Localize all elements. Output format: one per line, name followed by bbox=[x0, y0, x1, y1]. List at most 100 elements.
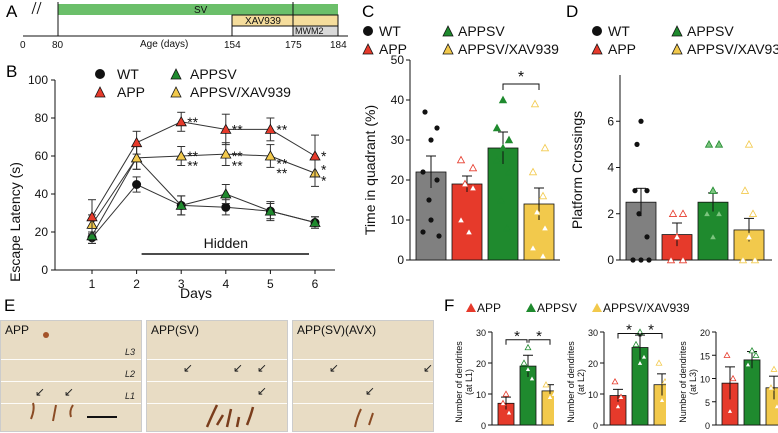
timeline-tick: 175 bbox=[285, 40, 302, 50]
dendrites-l1-chart: Number of dendrites (at L1) 0 10 20 30 * * bbox=[454, 328, 554, 431]
data-point bbox=[498, 95, 508, 104]
significance-mark: ** bbox=[232, 148, 243, 164]
data-point bbox=[504, 167, 514, 176]
legend-label-appsv: APPSV bbox=[190, 66, 237, 82]
x-tick-label: 1 bbox=[89, 277, 96, 291]
legend-marker-appsv bbox=[671, 25, 683, 37]
y-tick-label: 20 bbox=[391, 173, 405, 187]
data-point bbox=[708, 186, 718, 194]
arrow-icon: ↙ bbox=[183, 361, 194, 375]
data-point bbox=[729, 374, 737, 382]
data-point bbox=[505, 408, 513, 416]
data-point bbox=[86, 210, 98, 222]
x-axis-label-b: Days bbox=[180, 285, 212, 300]
data-point bbox=[773, 402, 778, 410]
significance-mark: * bbox=[648, 322, 654, 339]
hidden-phase-label: Hidden bbox=[204, 235, 248, 251]
escape-latency-chart: WT APP APPSV APPSV/XAV939 Escape Latency… bbox=[7, 66, 335, 300]
data-point bbox=[492, 155, 502, 164]
data-point bbox=[502, 223, 512, 232]
significance-mark: * bbox=[626, 322, 632, 339]
data-point bbox=[704, 140, 714, 148]
legend-d: WT APPSV APP APPSV/XAV939 bbox=[591, 23, 778, 57]
data-point bbox=[309, 150, 321, 161]
data-point bbox=[542, 381, 550, 388]
significance-mark: * bbox=[518, 69, 524, 86]
significance-mark: * bbox=[514, 328, 520, 345]
y-axis-label: Number of dendrites bbox=[566, 341, 576, 423]
mwm-label: MWM2 bbox=[295, 26, 324, 36]
data-point bbox=[175, 199, 187, 210]
xav-label: XAV939 bbox=[245, 16, 281, 27]
y-tick-label: 0 bbox=[705, 421, 710, 431]
data-point bbox=[636, 211, 642, 217]
legend-label-wt: WT bbox=[117, 66, 139, 82]
significance-bracket bbox=[528, 339, 551, 345]
legend-label-app: APP bbox=[117, 84, 145, 100]
dendrites-l2-chart: Number of dendrites (at L2) 0 10 20 30 * * bbox=[566, 322, 666, 431]
y-tick-label: 10 bbox=[391, 213, 405, 227]
legend-b: WT APP APPSV APPSV/XAV939 bbox=[94, 66, 291, 100]
series-line bbox=[91, 183, 316, 239]
data-point bbox=[752, 351, 760, 358]
data-point bbox=[655, 359, 663, 366]
significance-mark: ** bbox=[232, 158, 243, 174]
sv-label: SV bbox=[194, 5, 208, 16]
legend-label-appsv-xav: APPSV/XAV939 bbox=[190, 84, 291, 100]
data-point bbox=[221, 202, 231, 212]
data-point bbox=[714, 140, 724, 148]
legend-marker-appsv-xav bbox=[170, 86, 182, 98]
y-tick-label: 60 bbox=[35, 149, 49, 163]
panel-letter-f: F bbox=[444, 296, 455, 315]
data-point bbox=[538, 191, 548, 200]
y-tick-label: 4 bbox=[607, 161, 614, 175]
data-point bbox=[130, 152, 143, 163]
y-tick-label: 5 bbox=[705, 398, 710, 408]
y-tick-label: 20 bbox=[476, 359, 486, 369]
significance-bracket bbox=[617, 333, 640, 339]
x-tick-label: 5 bbox=[267, 277, 274, 291]
legend-c: WT APPSV APP APPSV/XAV939 bbox=[362, 23, 559, 57]
data-point bbox=[668, 209, 678, 217]
y-tick-label: 15 bbox=[700, 351, 710, 361]
significance-mark: ** bbox=[232, 121, 243, 137]
legend-marker-appsv bbox=[526, 303, 536, 312]
data-point bbox=[496, 195, 506, 204]
layer-label-l2: L2 bbox=[124, 369, 135, 379]
data-point bbox=[434, 177, 440, 183]
data-point bbox=[672, 232, 682, 241]
data-point bbox=[636, 359, 644, 366]
data-point bbox=[524, 343, 532, 351]
data-point bbox=[422, 109, 428, 115]
data-point bbox=[614, 402, 622, 410]
data-point bbox=[748, 346, 756, 354]
data-point bbox=[678, 255, 688, 264]
data-point bbox=[420, 229, 426, 235]
legend-marker-appsv bbox=[442, 25, 454, 37]
data-point bbox=[640, 353, 648, 360]
micrograph-label: APP(SV)(AVX) bbox=[297, 323, 377, 337]
significance-bracket bbox=[502, 83, 540, 90]
legend-marker-appsv-xav bbox=[592, 303, 602, 312]
data-point bbox=[632, 188, 638, 194]
data-point bbox=[644, 234, 650, 240]
y-tick-label: 6 bbox=[607, 114, 614, 128]
data-point bbox=[644, 188, 650, 194]
layer-label-l3: L3 bbox=[124, 347, 135, 357]
micrograph-app-sv-avx: APP(SV)(AVX) ↙ ↙ ↙ bbox=[292, 320, 434, 432]
y-axis-label-d: Platform Crossings bbox=[569, 111, 585, 229]
legend-label-app: APP bbox=[379, 41, 407, 57]
data-point bbox=[638, 118, 644, 124]
timeline-break bbox=[36, 1, 42, 15]
data-point bbox=[540, 143, 550, 152]
panel-letter-b: B bbox=[6, 62, 18, 81]
data-point bbox=[532, 207, 542, 216]
y-tick-label: 40 bbox=[391, 93, 405, 107]
time-in-quadrant-chart: WT APPSV APP APPSV/XAV939 Time in quadra… bbox=[362, 23, 560, 267]
arrow-icon: ↙ bbox=[35, 385, 46, 399]
data-point bbox=[86, 229, 98, 241]
legend-label-appsv-xav: APPSV/XAV939 bbox=[458, 41, 559, 57]
data-point bbox=[714, 209, 724, 217]
timeline-tick: 184 bbox=[330, 40, 347, 50]
y-axis-label: Number of dendrites bbox=[678, 341, 688, 423]
